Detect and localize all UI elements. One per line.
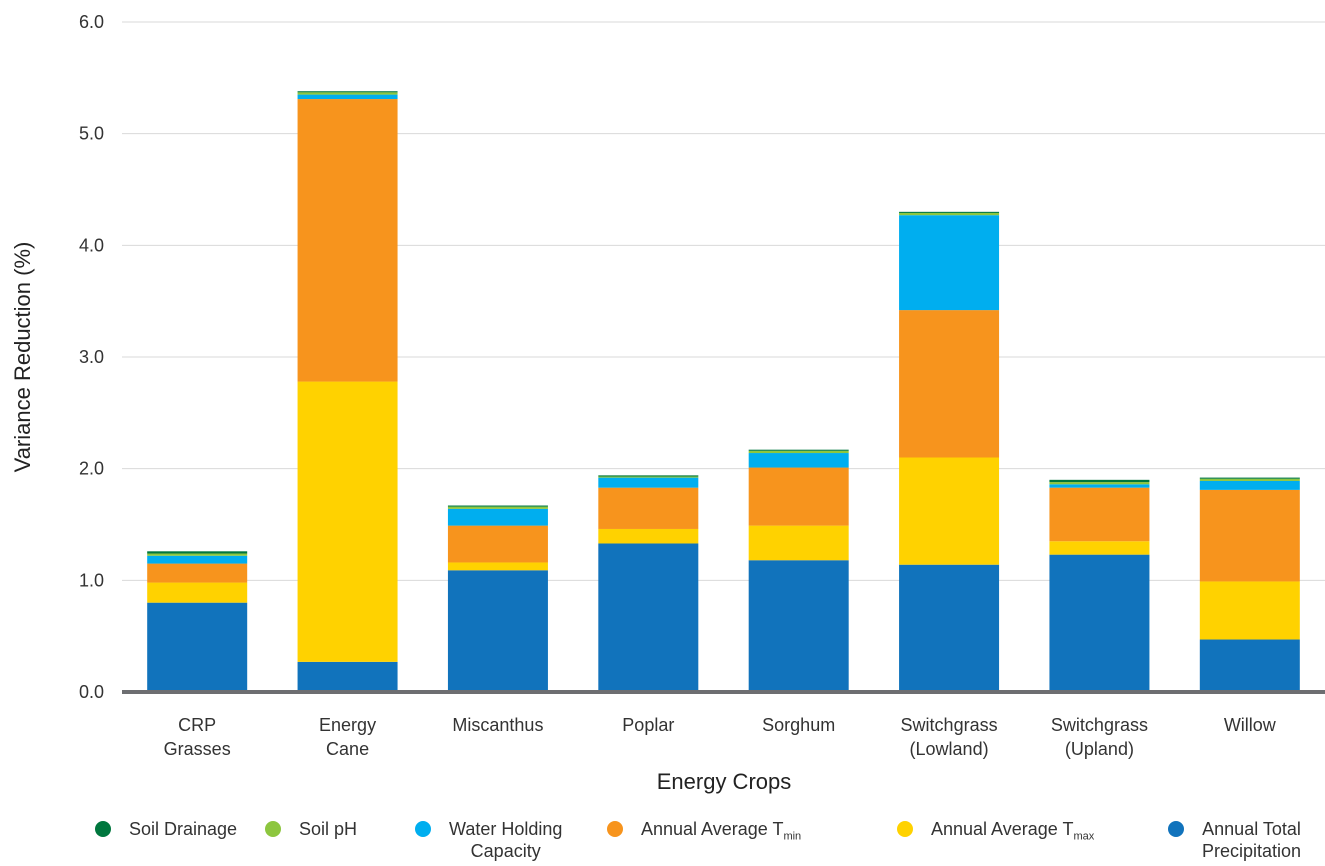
y-tick-label: 1.0 (79, 570, 104, 590)
bar-segment (447, 562, 548, 571)
bar-segment (147, 582, 248, 603)
x-tick-labels: CRP Grasses Energy Cane Miscanthus Poplar Sorg… (164, 715, 1277, 759)
bar-segment (899, 457, 1000, 565)
bar-segment (1199, 639, 1300, 692)
legend-swatch (95, 821, 111, 837)
x-tick-label: Sorghum (762, 715, 835, 735)
legend-swatch (607, 821, 623, 837)
bar-segment (1049, 541, 1150, 555)
legend-label: Annual Average Tmax (931, 819, 1095, 843)
bar-segment (899, 215, 1000, 311)
y-tick-label: 3.0 (79, 347, 104, 367)
x-tick-label: Energy Cane (319, 715, 376, 759)
bar-segment (1199, 480, 1300, 490)
bar-segment (598, 476, 699, 478)
bar-segment (297, 92, 398, 95)
bar-segment (1049, 484, 1150, 488)
bar-segment (447, 570, 548, 692)
y-axis-title: Variance Reduction (%) (10, 242, 35, 473)
bar-segment (748, 449, 849, 451)
bar-segment (598, 475, 699, 477)
bar-segment (748, 450, 849, 454)
y-tick-label: 5.0 (79, 124, 104, 144)
y-tick-label: 6.0 (79, 12, 104, 32)
bar-segment (748, 453, 849, 468)
x-tick-label: Switchgrass (Upland) (1051, 715, 1148, 759)
x-tick-label: Miscanthus (452, 715, 543, 735)
legend-item: Annual Average Tmax (897, 818, 1094, 848)
bar-segment (748, 525, 849, 561)
bar-segment (147, 551, 248, 554)
legend-item: Water Holding Capacity (415, 818, 562, 862)
bar-segment (297, 94, 398, 100)
legend-item: Annual Average Tmin (607, 818, 801, 848)
bar-segment (1199, 489, 1300, 582)
bar-segment (899, 212, 1000, 216)
bar-segment (748, 467, 849, 526)
bar-segment (447, 505, 548, 507)
legend-item: Soil Drainage (95, 818, 237, 840)
bar-segment (297, 91, 398, 93)
legend-label: Soil Drainage (129, 819, 238, 839)
bar-segment (1049, 554, 1150, 692)
stacked-bar-chart: 0.0 1.0 2.0 3.0 4.0 5.0 6.0 CRP Grasses Energy Ca… (10, 12, 1325, 794)
y-tick-labels: 0.0 1.0 2.0 3.0 4.0 5.0 6.0 (79, 12, 104, 702)
x-tick-label: Switchgrass (Lowland) (901, 715, 998, 759)
bar-segment (1199, 581, 1300, 640)
legend-label: Water Holding Capacity (449, 819, 563, 861)
bar-segment (598, 528, 699, 544)
legend-item: Annual Total Precipitation (1168, 818, 1301, 862)
bar-segment (598, 543, 699, 692)
legend-label: Soil pH (299, 819, 358, 839)
bar-segment (147, 555, 248, 564)
legend-swatch (265, 821, 281, 837)
bar-segment (147, 553, 248, 556)
bar-segment (899, 310, 1000, 458)
bar-segment (1199, 477, 1300, 479)
bar-segment (447, 525, 548, 563)
legend-swatch (1168, 821, 1184, 837)
x-tick-label: Willow (1224, 715, 1277, 735)
bar-segment (1049, 482, 1150, 485)
bar-segment (1049, 479, 1150, 483)
legend-label: Annual Average Tmin (641, 819, 802, 843)
bar-segment (447, 508, 548, 526)
y-tick-label: 4.0 (79, 235, 104, 255)
legend: Soil Drainage Soil pH Water Holding Capaci… (0, 818, 1325, 866)
bar-segment (147, 602, 248, 692)
bar-segment (297, 661, 398, 692)
bar-segment (748, 560, 849, 692)
legend-label: Annual Total Precipitation (1202, 819, 1302, 861)
x-tick-label: Poplar (622, 715, 674, 735)
x-axis-title: Energy Crops (657, 769, 792, 794)
bar-segment (297, 381, 398, 662)
bar-segment (598, 477, 699, 488)
bar-segment (297, 99, 398, 382)
y-tick-label: 2.0 (79, 459, 104, 479)
legend-swatch (415, 821, 431, 837)
bar-segment (1199, 478, 1300, 481)
bar-segment (598, 487, 699, 529)
bar-segment (899, 211, 1000, 213)
x-tick-label: CRP Grasses (164, 715, 231, 759)
bar-segment (899, 564, 1000, 692)
bar-segment (1049, 487, 1150, 542)
legend-item: Soil pH (265, 818, 357, 840)
y-tick-label: 0.0 (79, 682, 104, 702)
bars (147, 91, 1300, 692)
legend-swatch (897, 821, 913, 837)
bar-segment (147, 563, 248, 583)
bar-segment (447, 506, 548, 509)
